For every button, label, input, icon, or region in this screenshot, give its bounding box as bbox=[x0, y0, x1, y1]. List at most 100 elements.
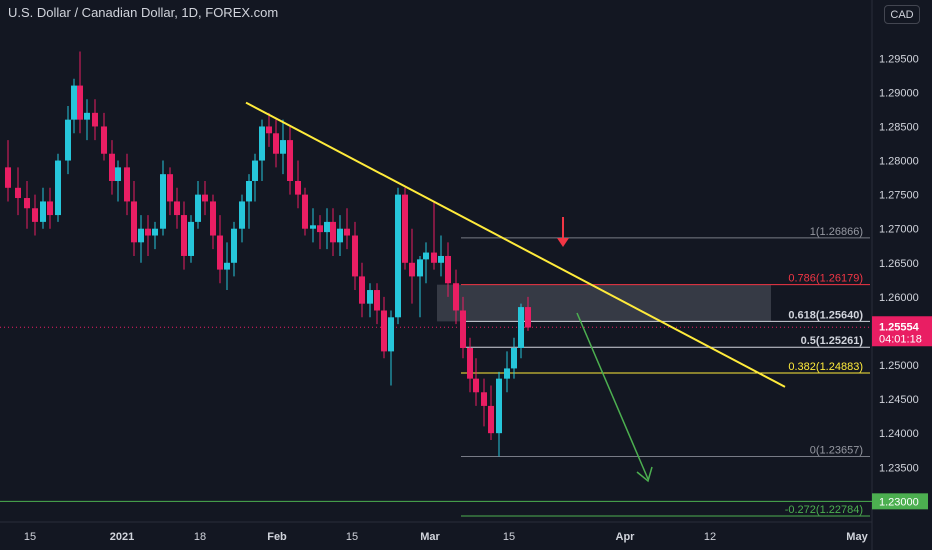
support-price-label: 1.23000 bbox=[879, 496, 919, 508]
fib-level-label: -0.272(1.22784) bbox=[785, 504, 863, 516]
candle-body bbox=[47, 201, 53, 216]
y-tick-label: 1.23500 bbox=[879, 462, 919, 474]
candle-body bbox=[330, 221, 336, 243]
candle-body bbox=[101, 126, 107, 154]
candle-body bbox=[131, 201, 137, 243]
y-tick-label: 1.27500 bbox=[879, 190, 919, 202]
chart-title: U.S. Dollar / Canadian Dollar, 1D, FOREX… bbox=[8, 5, 279, 20]
x-tick-label: Mar bbox=[420, 531, 440, 543]
candle-body bbox=[302, 194, 308, 229]
candle-body bbox=[217, 235, 223, 270]
supply-zone bbox=[437, 284, 771, 322]
candle-body bbox=[160, 174, 166, 229]
current-price-badge bbox=[872, 316, 932, 347]
fib-level-label: 0(1.23657) bbox=[810, 445, 863, 457]
countdown-timer: 04:01:18 bbox=[879, 333, 922, 345]
candle-body bbox=[473, 378, 479, 393]
green-arrow-shaft bbox=[576, 312, 649, 480]
candle-body bbox=[409, 262, 415, 277]
y-tick-label: 1.27000 bbox=[879, 224, 919, 236]
candle-body bbox=[438, 255, 444, 263]
x-tick-label: 15 bbox=[503, 531, 515, 543]
candle-body bbox=[344, 228, 350, 236]
candle-body bbox=[431, 252, 437, 263]
x-tick-label: Feb bbox=[267, 531, 287, 543]
candle-body bbox=[295, 180, 301, 195]
candle-body bbox=[124, 167, 130, 202]
x-tick-label: Apr bbox=[616, 531, 636, 543]
candle-body bbox=[71, 85, 77, 120]
candle-body bbox=[337, 228, 343, 243]
candle-body bbox=[467, 347, 473, 379]
candle-body bbox=[252, 160, 258, 181]
candle-body bbox=[374, 290, 380, 311]
candle-body bbox=[287, 140, 293, 181]
candle-body bbox=[115, 167, 121, 181]
candle-body bbox=[388, 317, 394, 352]
x-tick-label: May bbox=[846, 531, 868, 543]
candle-body bbox=[395, 194, 401, 318]
candle-body bbox=[488, 405, 494, 434]
candle-body bbox=[511, 347, 517, 369]
candle-body bbox=[138, 228, 144, 243]
candle-body bbox=[273, 133, 279, 154]
candle-body bbox=[417, 259, 423, 277]
candle-body bbox=[32, 208, 38, 222]
candle-body bbox=[55, 160, 61, 216]
y-tick-label: 1.24500 bbox=[879, 394, 919, 406]
y-tick-label: 1.29500 bbox=[879, 53, 919, 65]
y-tick-label: 1.26500 bbox=[879, 258, 919, 270]
candle-body bbox=[174, 201, 180, 216]
y-tick-label: 1.29000 bbox=[879, 87, 919, 99]
candle-body bbox=[92, 112, 98, 127]
candle-body bbox=[84, 112, 90, 120]
support-price-badge bbox=[872, 493, 928, 510]
candle-body bbox=[402, 194, 408, 263]
y-tick-label: 1.28500 bbox=[879, 121, 919, 133]
y-tick-label: 1.26000 bbox=[879, 292, 919, 304]
x-tick-label: 15 bbox=[24, 531, 36, 543]
fib-level-label: 0.618(1.25640) bbox=[788, 309, 863, 321]
candle-body bbox=[181, 215, 187, 256]
red-arrow-head bbox=[557, 238, 569, 247]
candle-body bbox=[145, 228, 151, 236]
y-tick-label: 1.24000 bbox=[879, 428, 919, 440]
descending-trendline bbox=[245, 101, 786, 388]
candle-body bbox=[310, 225, 316, 229]
x-tick-label: 12 bbox=[704, 531, 716, 543]
candle-body bbox=[152, 228, 158, 236]
candle-body bbox=[381, 310, 387, 352]
x-tick-label: 15 bbox=[346, 531, 358, 543]
candle-body bbox=[352, 235, 358, 277]
fib-level-label: 0.382(1.24883) bbox=[788, 361, 863, 373]
candle-body bbox=[210, 201, 216, 236]
currency-badge[interactable]: CAD bbox=[884, 5, 920, 24]
x-tick-label: 2021 bbox=[110, 531, 134, 543]
candle-body bbox=[525, 307, 531, 328]
candle-body bbox=[423, 252, 429, 260]
candle-body bbox=[167, 174, 173, 202]
candle-body bbox=[367, 290, 373, 304]
current-price-value: 1.25554 bbox=[879, 321, 920, 333]
y-tick-label: 1.28000 bbox=[879, 156, 919, 168]
candle-body bbox=[40, 201, 46, 222]
candle-body bbox=[188, 221, 194, 256]
candle-body bbox=[239, 201, 245, 229]
candle-body bbox=[518, 307, 524, 348]
candle-body bbox=[280, 140, 286, 154]
candle-body bbox=[5, 167, 11, 188]
candle-body bbox=[496, 378, 502, 434]
candle-body bbox=[504, 368, 510, 379]
candle-body bbox=[24, 198, 30, 209]
candle-body bbox=[246, 180, 252, 202]
y-tick-label: 1.25000 bbox=[879, 360, 919, 372]
candle-body bbox=[195, 194, 201, 222]
candle-body bbox=[359, 276, 365, 304]
candle-body bbox=[202, 194, 208, 202]
candle-body bbox=[65, 119, 71, 161]
x-tick-label: 18 bbox=[194, 531, 206, 543]
fib-level-label: 0.5(1.25261) bbox=[801, 335, 864, 347]
candle-body bbox=[109, 153, 115, 181]
candle-body bbox=[224, 262, 230, 270]
